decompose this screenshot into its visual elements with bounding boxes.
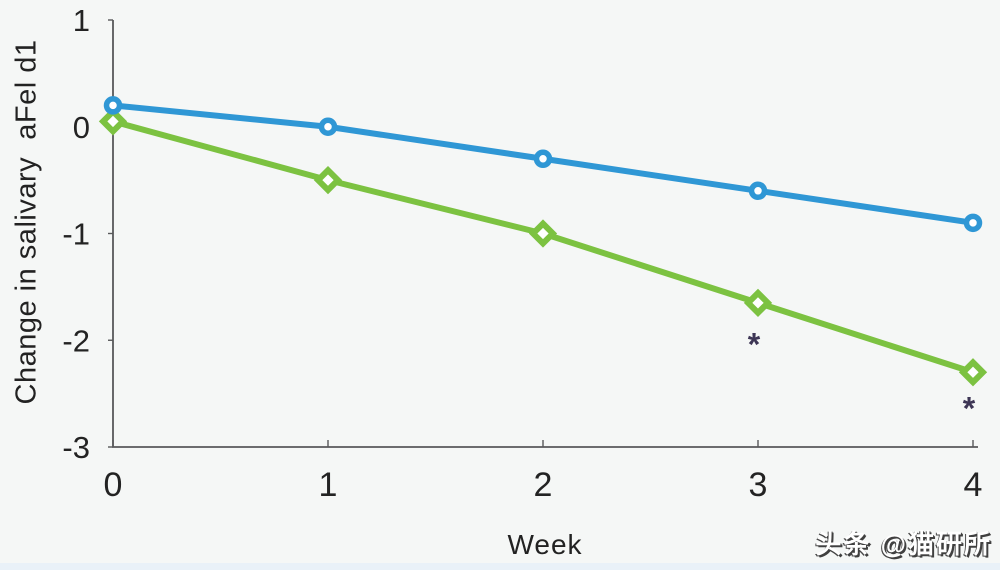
- watermark: 头条 @猫研所: [815, 529, 992, 559]
- x-tick-label: 4: [964, 466, 983, 504]
- green-diamond-series-marker: [958, 358, 988, 387]
- significance-asterisk: *: [963, 390, 976, 426]
- y-tick-label: -2: [62, 323, 90, 358]
- blue-circle-series-marker: [318, 117, 338, 136]
- y-axis-title: Change in salivary aFel d1: [10, 39, 43, 405]
- y-tick-label: -1: [62, 217, 90, 252]
- green-diamond-series-marker: [528, 219, 558, 248]
- y-tick-label: -3: [62, 430, 90, 465]
- x-tick-label: 2: [534, 466, 553, 504]
- significance-asterisk: *: [748, 326, 761, 362]
- bottom-edge-strip: [0, 563, 1000, 570]
- x-tick-label: 0: [104, 466, 123, 504]
- blue-circle-series-marker: [963, 213, 983, 233]
- blue-circle-series-marker: [748, 181, 768, 201]
- x-axis-title: Week: [507, 529, 583, 560]
- green-diamond-series-marker: [743, 288, 773, 318]
- green-diamond-series-marker: [313, 165, 343, 195]
- blue-circle-series-marker: [533, 149, 553, 169]
- y-tick-label: 1: [73, 3, 90, 38]
- x-tick-label: 3: [749, 466, 768, 504]
- x-tick-label: 1: [319, 466, 338, 504]
- y-tick-label: 0: [73, 110, 90, 145]
- green-diamond-series-marker: [98, 107, 128, 136]
- blue-circle-series-marker: [103, 96, 123, 115]
